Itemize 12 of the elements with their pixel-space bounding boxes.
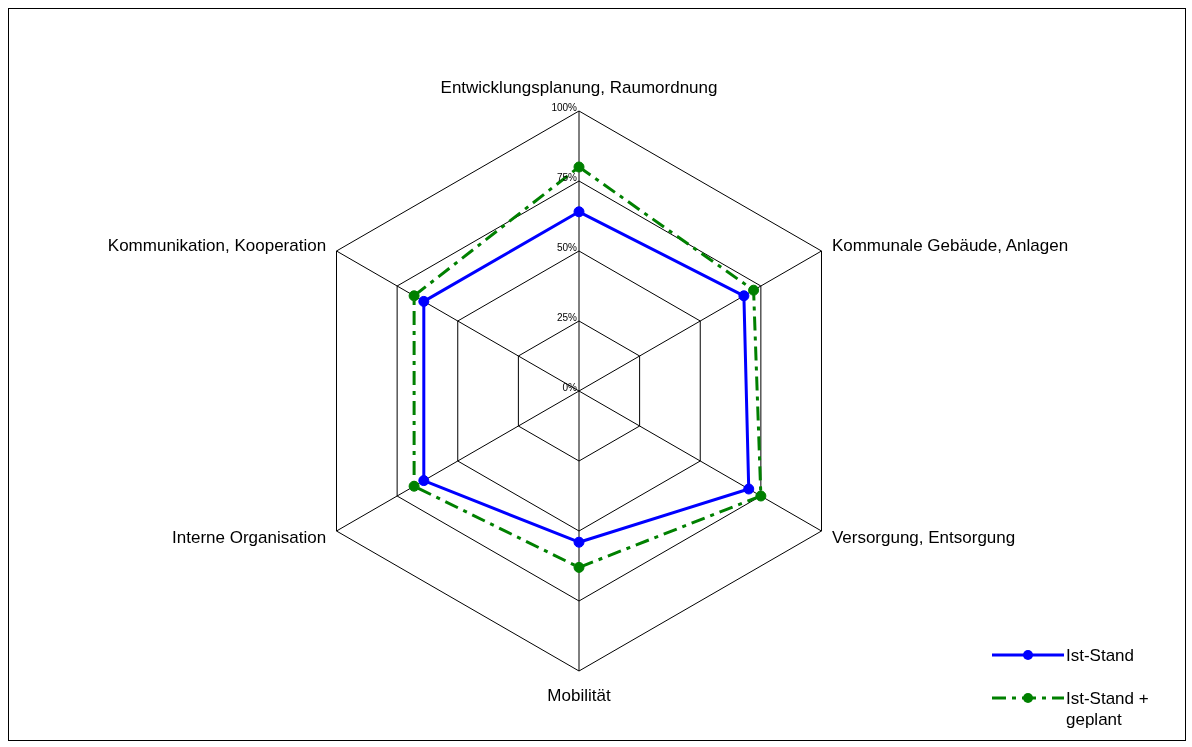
y-tick-label: 25% [556,312,578,323]
spoke-label: Entwicklungsplanung, Raumordnung [440,77,718,97]
spoke-label: Kommunale Gebäude, Anlagen [831,235,1069,255]
spoke-label: Interne Organisation [172,527,327,547]
legend-label: Ist-Stand [1066,645,1136,666]
spoke-label: Kommunikation, Kooperation [107,235,327,255]
spoke-label: Versorgung, Entsorgung [831,527,1016,547]
spoke-label: Mobilität [547,685,611,705]
legend-label: Ist-Stand + geplant [1066,688,1150,730]
y-tick-label: 100% [551,102,578,113]
y-tick-label: 50% [556,242,578,253]
y-tick-label: 0% [562,382,578,393]
